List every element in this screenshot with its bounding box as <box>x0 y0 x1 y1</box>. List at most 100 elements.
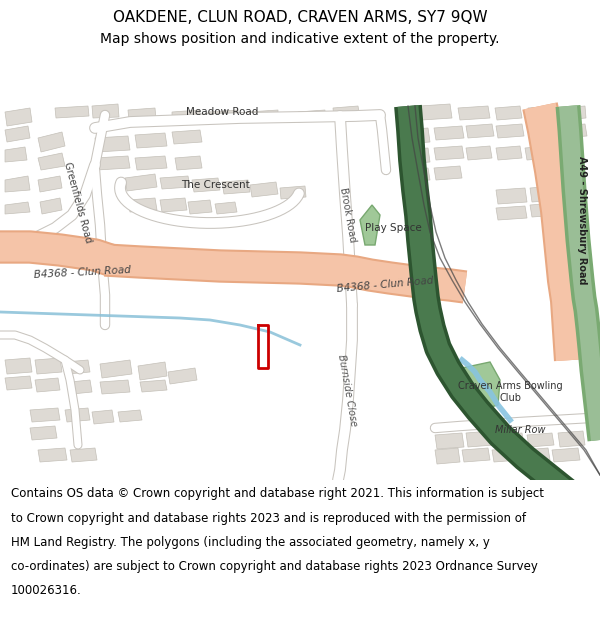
Polygon shape <box>420 104 452 120</box>
Polygon shape <box>30 408 60 422</box>
Polygon shape <box>434 126 464 140</box>
Polygon shape <box>215 202 237 214</box>
Polygon shape <box>492 448 520 462</box>
Text: Burnside Close: Burnside Close <box>336 353 358 427</box>
Polygon shape <box>333 106 360 120</box>
Polygon shape <box>552 448 580 462</box>
Text: OAKDENE, CLUN ROAD, CRAVEN ARMS, SY7 9QW: OAKDENE, CLUN ROAD, CRAVEN ARMS, SY7 9QW <box>113 10 487 25</box>
Text: B4368 - Clun Road: B4368 - Clun Road <box>33 264 131 279</box>
Text: Millar Row: Millar Row <box>495 425 545 435</box>
Text: 100026316.: 100026316. <box>11 584 82 598</box>
Polygon shape <box>40 198 62 214</box>
Polygon shape <box>466 124 494 138</box>
Polygon shape <box>160 176 190 189</box>
Polygon shape <box>175 156 202 170</box>
Polygon shape <box>140 380 167 392</box>
Polygon shape <box>495 106 522 120</box>
Text: co-ordinates) are subject to Crown copyright and database rights 2023 Ordnance S: co-ordinates) are subject to Crown copyr… <box>11 560 538 573</box>
Polygon shape <box>38 176 62 192</box>
Polygon shape <box>558 124 587 138</box>
Text: HM Land Registry. The polygons (including the associated geometry, namely x, y: HM Land Registry. The polygons (includin… <box>11 536 490 549</box>
Polygon shape <box>5 147 27 162</box>
Polygon shape <box>92 410 114 424</box>
Polygon shape <box>192 178 220 192</box>
Polygon shape <box>400 128 430 144</box>
Polygon shape <box>95 156 130 170</box>
Polygon shape <box>5 376 32 390</box>
Text: The Crescent: The Crescent <box>181 180 250 190</box>
Polygon shape <box>172 110 200 122</box>
Polygon shape <box>92 104 119 118</box>
Polygon shape <box>125 174 157 191</box>
Polygon shape <box>118 410 142 422</box>
Polygon shape <box>5 176 30 192</box>
Polygon shape <box>560 106 586 120</box>
Polygon shape <box>298 110 325 122</box>
Polygon shape <box>188 200 212 214</box>
Polygon shape <box>100 360 132 378</box>
Polygon shape <box>135 156 167 170</box>
Text: to Crown copyright and database rights 2023 and is reproduced with the permissio: to Crown copyright and database rights 2… <box>11 512 526 524</box>
Polygon shape <box>528 106 556 120</box>
Polygon shape <box>496 206 527 220</box>
Polygon shape <box>138 362 167 380</box>
Polygon shape <box>128 198 157 212</box>
Polygon shape <box>160 198 187 212</box>
Polygon shape <box>222 180 250 194</box>
Polygon shape <box>35 358 62 374</box>
Polygon shape <box>65 360 90 374</box>
Polygon shape <box>5 108 32 126</box>
Polygon shape <box>30 426 57 440</box>
Polygon shape <box>360 205 380 245</box>
Polygon shape <box>458 106 490 120</box>
Polygon shape <box>248 110 278 122</box>
Polygon shape <box>560 186 587 200</box>
Text: A49 - Shrewsbury Road: A49 - Shrewsbury Road <box>577 156 587 284</box>
Polygon shape <box>466 146 492 160</box>
Polygon shape <box>38 132 65 152</box>
Polygon shape <box>496 146 522 160</box>
Polygon shape <box>560 203 587 217</box>
Polygon shape <box>38 153 65 170</box>
Polygon shape <box>70 448 97 462</box>
Polygon shape <box>128 108 156 122</box>
Text: Play Space: Play Space <box>365 223 421 233</box>
Polygon shape <box>530 203 560 217</box>
Polygon shape <box>250 182 278 197</box>
Polygon shape <box>527 124 554 138</box>
Polygon shape <box>435 448 460 464</box>
Text: Contains OS data © Crown copyright and database right 2021. This information is : Contains OS data © Crown copyright and d… <box>11 488 544 500</box>
Polygon shape <box>208 110 238 122</box>
Text: Meadow Road: Meadow Road <box>186 107 258 117</box>
Polygon shape <box>172 130 202 144</box>
Polygon shape <box>455 362 500 410</box>
Text: Greenfields Road: Greenfields Road <box>62 161 94 244</box>
Polygon shape <box>466 431 494 447</box>
Polygon shape <box>400 148 430 164</box>
Polygon shape <box>168 368 197 384</box>
Polygon shape <box>5 358 32 374</box>
Polygon shape <box>5 202 30 214</box>
Polygon shape <box>527 433 554 447</box>
Polygon shape <box>530 186 560 202</box>
Polygon shape <box>434 166 462 180</box>
Text: Brook Road: Brook Road <box>338 187 358 243</box>
Polygon shape <box>525 146 552 160</box>
Polygon shape <box>462 448 490 462</box>
Polygon shape <box>496 433 524 447</box>
Polygon shape <box>55 106 89 118</box>
Polygon shape <box>435 433 464 449</box>
Polygon shape <box>5 126 30 142</box>
Polygon shape <box>496 124 524 138</box>
Polygon shape <box>100 380 130 394</box>
Polygon shape <box>70 380 92 394</box>
Text: Craven Arms Bowling
Club: Craven Arms Bowling Club <box>458 381 562 402</box>
Polygon shape <box>38 448 67 462</box>
Text: B4368 - Clun Road: B4368 - Clun Road <box>336 276 434 294</box>
Polygon shape <box>558 431 585 447</box>
Polygon shape <box>280 186 306 199</box>
Polygon shape <box>522 448 550 462</box>
Polygon shape <box>434 146 464 160</box>
Text: Map shows position and indicative extent of the property.: Map shows position and indicative extent… <box>100 32 500 46</box>
Polygon shape <box>35 378 60 392</box>
